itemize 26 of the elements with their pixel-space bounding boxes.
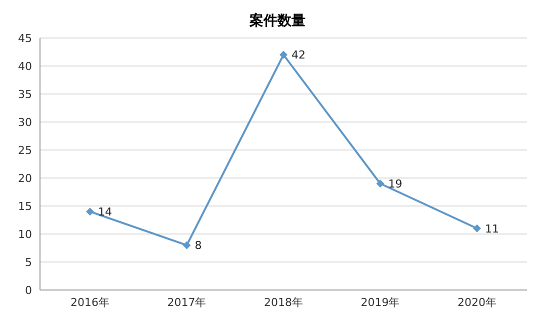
x-tick-label: 2019年 (360, 296, 400, 309)
y-tick-label: 5 (25, 256, 32, 269)
x-tick-label: 2016年 (70, 296, 110, 309)
point (86, 208, 94, 216)
y-tick-label: 45 (18, 32, 32, 45)
y-tick-label: 20 (18, 172, 32, 185)
y-tick-label: 35 (18, 88, 32, 101)
y-tick-label: 10 (18, 228, 32, 241)
x-tick-label: 2020年 (458, 296, 496, 309)
x-tick-label: 2018年 (264, 296, 303, 309)
data-label: 14 (98, 206, 112, 219)
point (376, 180, 384, 188)
y-tick-label: 0 (25, 284, 32, 297)
point (280, 50, 288, 59)
y-tick-label: 25 (18, 144, 32, 157)
data-label: 11 (485, 222, 499, 236)
chart-title: 案件数量 (250, 13, 306, 29)
x-tick-label: 2017年 (167, 296, 206, 309)
data-label: 8 (194, 239, 202, 252)
point (473, 224, 481, 232)
y-tick-label: 40 (18, 60, 32, 73)
data-label: 42 (292, 48, 306, 62)
data-label: 19 (388, 178, 402, 191)
point (182, 241, 191, 250)
y-tick-label: 15 (18, 200, 32, 213)
y-tick-label: 30 (18, 116, 32, 129)
